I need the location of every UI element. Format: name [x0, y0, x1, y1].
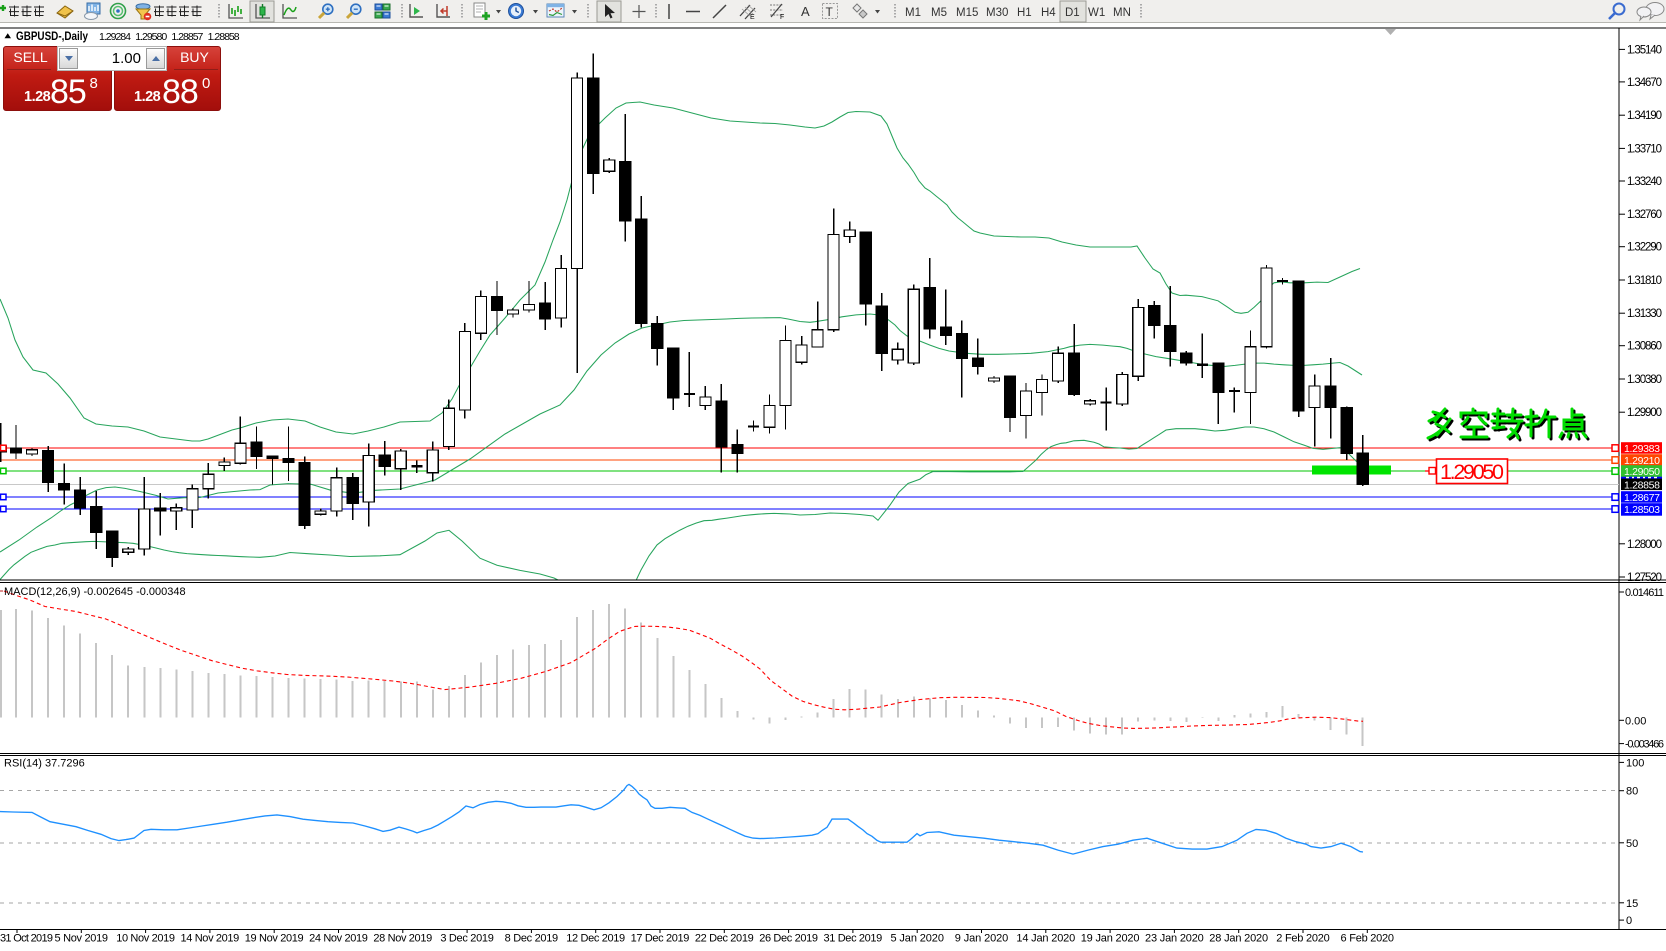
svg-text:M30: M30	[986, 7, 1008, 19]
svg-text:1.29050: 1.29050	[1624, 466, 1660, 478]
svg-text:M15: M15	[956, 7, 978, 19]
svg-text:19 Nov 2019: 19 Nov 2019	[245, 933, 304, 945]
svg-text:1.27520: 1.27520	[1627, 572, 1662, 584]
svg-text:1.34670: 1.34670	[1627, 77, 1662, 89]
svg-text:31 Dec 2019: 31 Dec 2019	[824, 933, 883, 945]
svg-text:1.29383: 1.29383	[1624, 443, 1660, 455]
svg-text:5 Nov 2019: 5 Nov 2019	[55, 933, 109, 945]
svg-text:6 Feb 2020: 6 Feb 2020	[1341, 933, 1395, 945]
svg-text:8 Dec 2019: 8 Dec 2019	[505, 933, 559, 945]
svg-text:2 Feb 2020: 2 Feb 2020	[1276, 933, 1330, 945]
svg-text:1.29900: 1.29900	[1627, 407, 1662, 419]
svg-text:31 Oct 2019: 31 Oct 2019	[0, 933, 53, 945]
svg-text:1.29050: 1.29050	[1440, 460, 1504, 484]
svg-text:D1: D1	[1065, 7, 1080, 19]
svg-text:RSI(14) 37.7296: RSI(14) 37.7296	[4, 758, 85, 770]
svg-text:1.29210: 1.29210	[1624, 455, 1660, 467]
svg-text:24 Nov 2019: 24 Nov 2019	[309, 933, 368, 945]
svg-text:H4: H4	[1041, 7, 1056, 19]
svg-text:50: 50	[1626, 838, 1638, 850]
svg-text:12 Dec 2019: 12 Dec 2019	[566, 933, 625, 945]
svg-text:1.35140: 1.35140	[1627, 44, 1662, 56]
svg-text:1.28503: 1.28503	[1624, 504, 1660, 516]
svg-text:1.28677: 1.28677	[1624, 492, 1660, 504]
svg-text:E: E	[750, 14, 755, 21]
svg-text:1.31810: 1.31810	[1627, 275, 1662, 287]
svg-text:1.34190: 1.34190	[1627, 110, 1662, 122]
svg-text:W1: W1	[1088, 7, 1105, 19]
svg-text:28 Nov 2019: 28 Nov 2019	[373, 933, 432, 945]
svg-text:GBPUSD-,Daily: GBPUSD-,Daily	[16, 29, 88, 43]
svg-text:0.00: 0.00	[1625, 715, 1646, 727]
svg-text:1.31330: 1.31330	[1627, 308, 1662, 320]
svg-text:1.28857: 1.28857	[171, 31, 203, 43]
svg-text:F: F	[780, 14, 784, 21]
svg-text:26 Dec 2019: 26 Dec 2019	[759, 933, 818, 945]
svg-text:19 Jan 2020: 19 Jan 2020	[1081, 933, 1140, 945]
svg-text:23 Jan 2020: 23 Jan 2020	[1145, 933, 1204, 945]
svg-text:17 Dec 2019: 17 Dec 2019	[631, 933, 690, 945]
svg-text:100: 100	[1626, 757, 1644, 769]
svg-text:14 Jan 2020: 14 Jan 2020	[1016, 933, 1075, 945]
svg-text:MACD(12,26,9) -0.002645 -0.000: MACD(12,26,9) -0.002645 -0.000348	[4, 586, 186, 598]
svg-text:1.33710: 1.33710	[1627, 143, 1662, 155]
svg-text:1.28858: 1.28858	[208, 31, 240, 43]
svg-text:14 Nov 2019: 14 Nov 2019	[181, 933, 240, 945]
svg-text:10 Nov 2019: 10 Nov 2019	[116, 933, 175, 945]
svg-text:3 Dec 2019: 3 Dec 2019	[440, 933, 493, 945]
svg-text:1.33240: 1.33240	[1627, 176, 1662, 188]
svg-text:1.29284: 1.29284	[99, 31, 131, 43]
svg-text:1.32760: 1.32760	[1627, 209, 1662, 221]
svg-text:22 Dec 2019: 22 Dec 2019	[695, 933, 754, 945]
svg-text:1.30380: 1.30380	[1627, 374, 1662, 386]
svg-text:15: 15	[1626, 898, 1638, 910]
svg-text:H1: H1	[1017, 7, 1032, 19]
svg-text:M1: M1	[905, 7, 921, 19]
svg-text:A: A	[801, 4, 810, 19]
svg-text:MN: MN	[1113, 7, 1131, 19]
svg-text:T: T	[826, 5, 834, 19]
svg-text:1.28000: 1.28000	[1627, 539, 1662, 551]
svg-text:80: 80	[1626, 786, 1638, 798]
svg-text:1.30860: 1.30860	[1627, 341, 1662, 353]
svg-text:1.32290: 1.32290	[1627, 242, 1662, 254]
svg-text:0.014611: 0.014611	[1625, 587, 1664, 599]
svg-text:0: 0	[1626, 915, 1632, 927]
svg-text:M5: M5	[931, 7, 947, 19]
svg-text:9 Jan 2020: 9 Jan 2020	[955, 933, 1009, 945]
svg-text:1.28858: 1.28858	[1624, 479, 1660, 491]
svg-text:28 Jan 2020: 28 Jan 2020	[1209, 933, 1268, 945]
svg-text:1.29580: 1.29580	[135, 31, 167, 43]
svg-text:-0.003466: -0.003466	[1625, 739, 1664, 751]
svg-text:5 Jan 2020: 5 Jan 2020	[890, 933, 944, 945]
